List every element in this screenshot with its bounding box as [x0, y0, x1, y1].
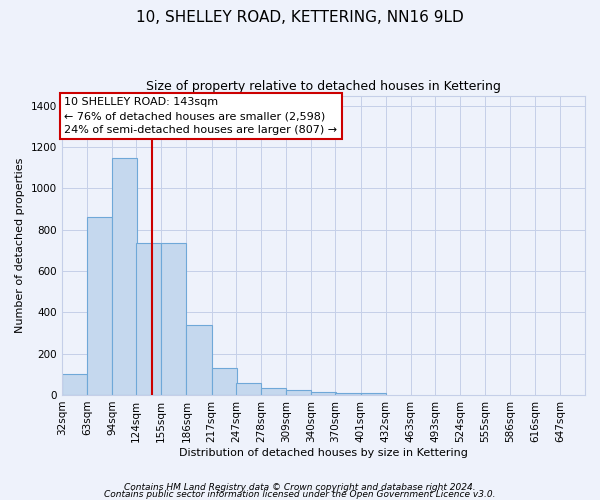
- Bar: [187, 325, 212, 395]
- Bar: [212, 368, 236, 395]
- Bar: [161, 243, 187, 395]
- Text: 10, SHELLEY ROAD, KETTERING, NN16 9LD: 10, SHELLEY ROAD, KETTERING, NN16 9LD: [136, 10, 464, 25]
- Bar: [335, 393, 361, 395]
- Text: Contains HM Land Registry data © Crown copyright and database right 2024.: Contains HM Land Registry data © Crown c…: [124, 484, 476, 492]
- Bar: [286, 390, 311, 395]
- Title: Size of property relative to detached houses in Kettering: Size of property relative to detached ho…: [146, 80, 501, 93]
- Bar: [112, 158, 137, 395]
- Bar: [87, 218, 112, 395]
- Bar: [261, 388, 286, 395]
- Y-axis label: Number of detached properties: Number of detached properties: [15, 158, 25, 333]
- Bar: [361, 393, 386, 395]
- Bar: [236, 382, 261, 395]
- X-axis label: Distribution of detached houses by size in Kettering: Distribution of detached houses by size …: [179, 448, 468, 458]
- Text: Contains public sector information licensed under the Open Government Licence v3: Contains public sector information licen…: [104, 490, 496, 499]
- Bar: [136, 243, 161, 395]
- Bar: [311, 392, 336, 395]
- Text: 10 SHELLEY ROAD: 143sqm
← 76% of detached houses are smaller (2,598)
24% of semi: 10 SHELLEY ROAD: 143sqm ← 76% of detache…: [64, 97, 337, 135]
- Bar: [62, 374, 87, 395]
